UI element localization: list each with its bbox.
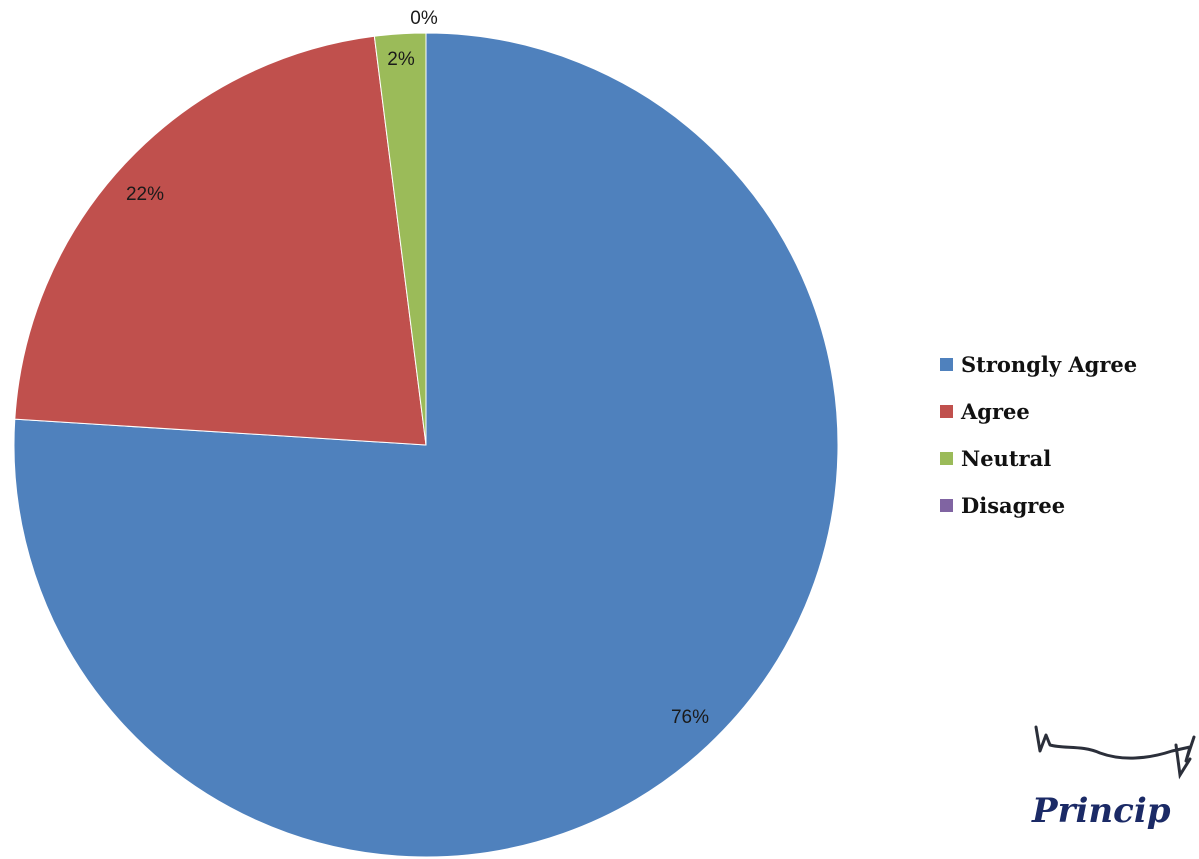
pie-slices bbox=[13, 32, 839, 858]
legend-swatch-agree bbox=[940, 404, 953, 418]
legend-item-agree: Agree bbox=[940, 398, 1137, 424]
legend-label-neutral: Neutral bbox=[961, 445, 1052, 471]
handwritten-signature: Princip bbox=[1030, 715, 1199, 859]
signature-text: Princip bbox=[1032, 791, 1171, 831]
data-label-strongly-agree: 76% bbox=[671, 707, 709, 728]
chart-legend: Strongly Agree Agree Neutral Disagree bbox=[940, 352, 1137, 540]
data-label-neutral: 2% bbox=[387, 49, 415, 70]
pie-data-labels: 76% 22% 2% 0% bbox=[126, 8, 709, 728]
legend-swatch-neutral bbox=[940, 451, 953, 465]
legend-label-strongly-agree: Strongly Agree bbox=[961, 351, 1138, 377]
legend-label-disagree: Disagree bbox=[961, 492, 1066, 518]
legend-item-disagree: Disagree bbox=[940, 492, 1137, 518]
legend-swatch-disagree bbox=[940, 498, 953, 512]
legend-item-neutral: Neutral bbox=[940, 445, 1137, 471]
legend-swatch-strongly-agree bbox=[940, 357, 953, 371]
pie-slice-neutral bbox=[373, 32, 427, 446]
legend-item-strongly-agree: Strongly Agree bbox=[940, 351, 1138, 377]
signature-scribble bbox=[1034, 725, 1196, 780]
data-label-disagree: 0% bbox=[410, 8, 438, 29]
data-label-agree: 22% bbox=[126, 184, 164, 205]
pie-slice-agree bbox=[14, 35, 427, 446]
legend-label-agree: Agree bbox=[961, 398, 1030, 424]
